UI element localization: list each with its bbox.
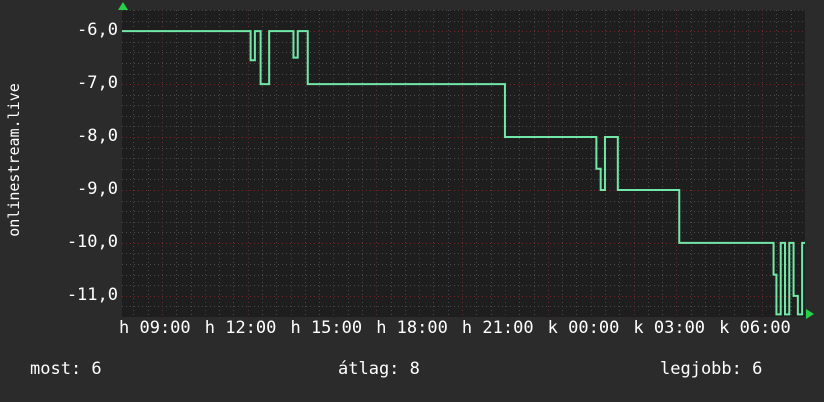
x-axis-tick-labels: h 09:00 h 12:00 h 15:00 h 18:00 h 21:00 k 00:… <box>0 318 824 342</box>
y-axis-tick-labels: -6,0 -7,0 -8,0 -9,0 -10,0 -11,0 <box>28 0 118 402</box>
x-axis-tick-label: k 06:00 <box>719 318 791 338</box>
y-axis-tick-label: -11,0 <box>66 284 118 305</box>
legend-current-value: most: 6 <box>30 359 102 379</box>
x-axis-tick-label: h 09:00 <box>119 318 191 338</box>
legend-average-value: átlag: 8 <box>338 359 420 379</box>
y-axis-title: onlinestream.live <box>0 0 28 320</box>
y-axis-tick-label: -8,0 <box>77 126 118 147</box>
summary-legend: most: 6 átlag: 8 legjobb: 6 <box>0 358 824 388</box>
chart-canvas <box>122 10 805 317</box>
x-axis-tick-label: h 12:00 <box>204 318 277 338</box>
legend-best-value: legjobb: 6 <box>660 359 763 379</box>
y-axis-arrow-icon <box>118 2 128 10</box>
y-axis-tick-label: -9,0 <box>77 178 118 199</box>
x-axis-tick-label: k 00:00 <box>547 318 620 338</box>
y-axis-title-text: onlinestream.live <box>5 83 23 237</box>
x-axis-tick-label: h 18:00 <box>376 318 448 338</box>
grid-major <box>122 10 805 317</box>
y-axis-tick-label: -6,0 <box>77 20 118 41</box>
plot-area <box>122 10 805 317</box>
x-axis-tick-label: h 15:00 <box>290 318 363 338</box>
grid-minor <box>122 10 805 317</box>
data-series-line <box>122 30 805 316</box>
y-axis-tick-label: -10,0 <box>66 231 118 252</box>
x-axis-tick-label: k 03:00 <box>633 318 706 338</box>
x-axis-tick-label: h 21:00 <box>461 318 534 338</box>
y-axis-tick-label: -7,0 <box>77 73 118 94</box>
x-axis-arrow-icon <box>806 309 814 319</box>
